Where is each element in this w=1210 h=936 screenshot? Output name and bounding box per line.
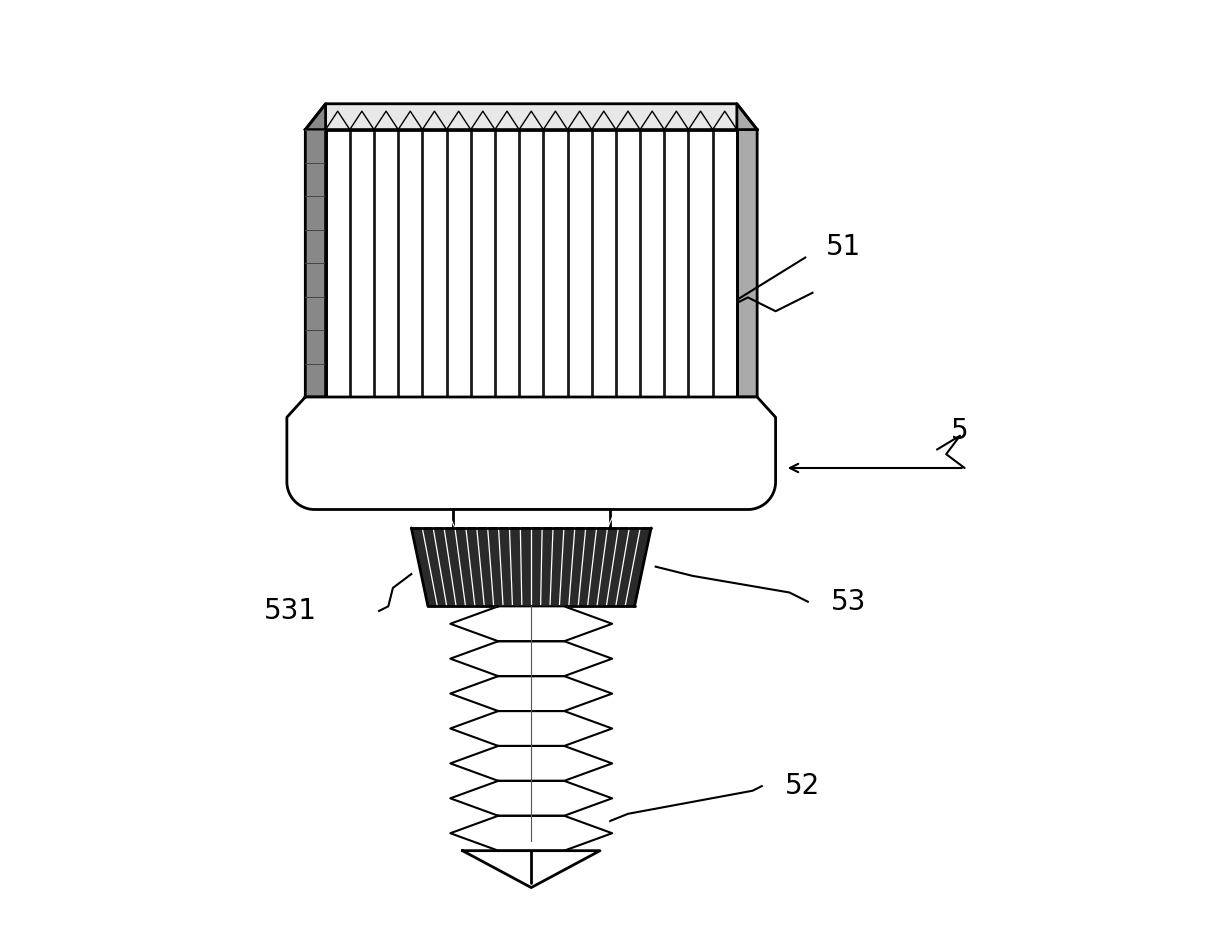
Polygon shape <box>737 104 757 417</box>
Text: 5: 5 <box>951 417 968 446</box>
Polygon shape <box>455 607 607 887</box>
Polygon shape <box>287 397 776 509</box>
Polygon shape <box>411 528 651 607</box>
Polygon shape <box>462 851 600 887</box>
Polygon shape <box>305 397 757 417</box>
Polygon shape <box>450 711 612 746</box>
Polygon shape <box>305 104 757 129</box>
Text: 53: 53 <box>831 588 866 616</box>
Polygon shape <box>305 104 325 417</box>
Polygon shape <box>450 676 612 711</box>
Polygon shape <box>450 746 612 781</box>
Text: 52: 52 <box>785 772 820 800</box>
Polygon shape <box>325 129 737 397</box>
Polygon shape <box>450 641 612 676</box>
Polygon shape <box>450 781 612 816</box>
Text: 531: 531 <box>264 597 317 625</box>
Text: 51: 51 <box>826 233 862 261</box>
Polygon shape <box>453 509 610 528</box>
Polygon shape <box>450 607 612 641</box>
Polygon shape <box>450 816 612 851</box>
